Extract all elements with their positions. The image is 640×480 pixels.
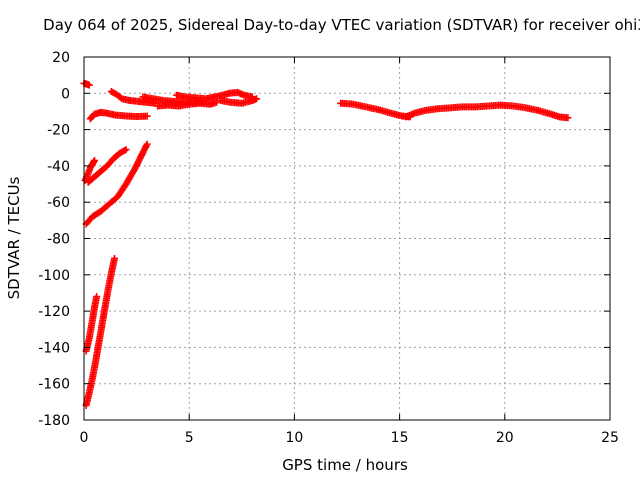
series-arc-11 (84, 146, 130, 186)
y-tick-label: -80 (47, 232, 70, 248)
x-tick-label: 10 (285, 430, 303, 446)
data-point (143, 112, 151, 120)
data-point (91, 156, 99, 164)
x-tick-label: 0 (80, 430, 89, 446)
data-point (143, 140, 151, 148)
y-tick-label: -180 (38, 413, 70, 429)
series-arc-7 (217, 95, 261, 107)
series-arc-6 (173, 88, 256, 103)
y-tick-label: -120 (38, 304, 70, 320)
series-arc-14 (82, 254, 119, 409)
y-tick-label: -60 (47, 195, 70, 211)
y-tick-label: 20 (52, 50, 70, 66)
y-tick-label: -100 (38, 268, 70, 284)
data-points (80, 79, 572, 409)
data-point (122, 146, 130, 154)
x-tick-label: 15 (391, 430, 409, 446)
x-tick-label: 20 (496, 430, 514, 446)
series-arc-9 (402, 101, 572, 122)
y-tick-label: -160 (38, 377, 70, 393)
y-tick-label: 0 (61, 86, 70, 102)
data-point (85, 81, 93, 89)
data-point (564, 114, 572, 122)
series-arc-8 (337, 99, 414, 121)
series-arc-5 (154, 98, 221, 110)
axes: 0 5 10 15 20 25 20 0 -20 -40 -60 -80 -100 -120 -140 -16… (38, 50, 619, 446)
x-tick-label: 5 (185, 430, 194, 446)
data-point (93, 293, 101, 301)
data-point (253, 95, 261, 103)
y-axis-label: SDTVAR / TECUs (5, 176, 23, 299)
series-arc-2 (86, 108, 151, 123)
data-point (111, 254, 119, 262)
series-arc-10 (81, 156, 99, 184)
series-arc-1 (80, 79, 93, 89)
y-tick-label: -20 (47, 123, 70, 139)
x-tick-label: 25 (601, 430, 619, 446)
x-axis-label: GPS time / hours (282, 456, 408, 474)
series-arc-12 (82, 140, 151, 228)
chart-title: Day 064 of 2025, Sidereal Day-to-day VTE… (43, 16, 640, 34)
y-tick-label: -40 (47, 159, 70, 175)
y-tick-label: -140 (38, 340, 70, 356)
